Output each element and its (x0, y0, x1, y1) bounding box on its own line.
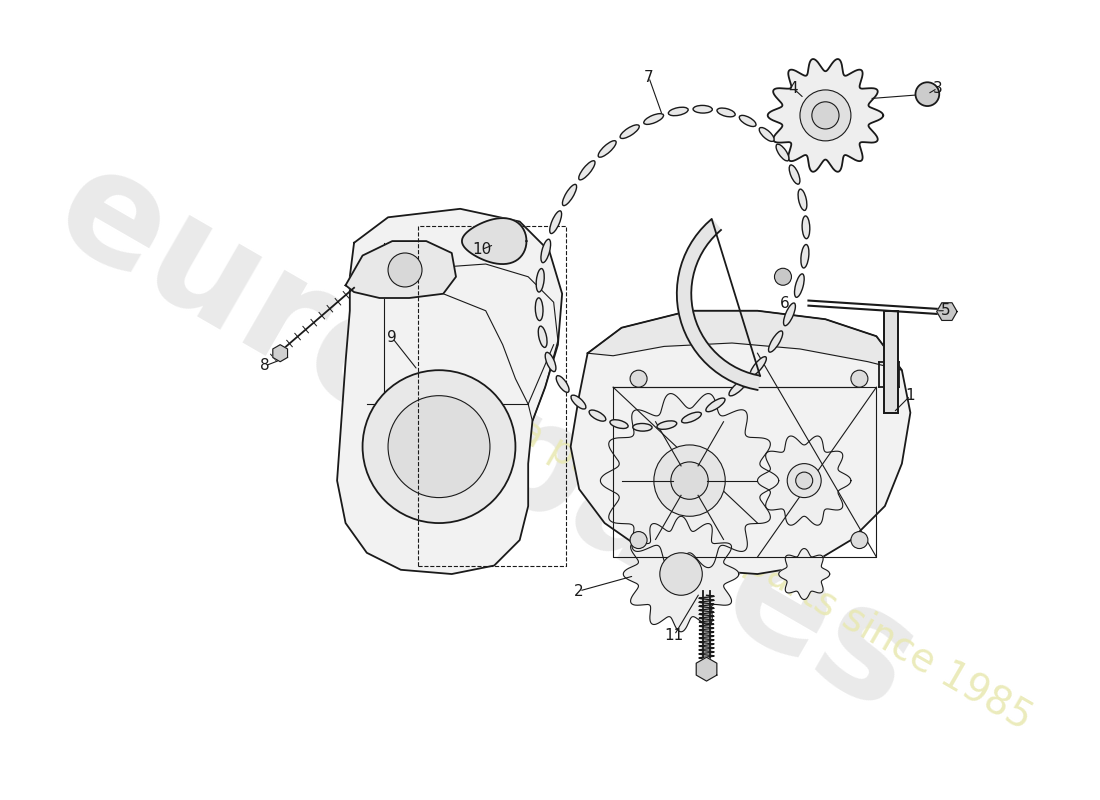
Ellipse shape (769, 331, 783, 352)
Ellipse shape (802, 216, 810, 238)
Ellipse shape (729, 379, 747, 396)
Ellipse shape (799, 189, 807, 210)
Circle shape (774, 268, 792, 286)
Circle shape (363, 370, 516, 523)
Ellipse shape (777, 144, 789, 161)
Polygon shape (768, 59, 883, 172)
Circle shape (653, 445, 725, 516)
Circle shape (795, 472, 813, 489)
Text: 4: 4 (789, 81, 797, 96)
Ellipse shape (538, 326, 547, 347)
Ellipse shape (682, 412, 702, 423)
Ellipse shape (717, 108, 735, 117)
Circle shape (630, 370, 647, 387)
Polygon shape (345, 241, 456, 298)
Circle shape (800, 90, 851, 141)
Polygon shape (676, 219, 760, 390)
Polygon shape (758, 436, 851, 526)
Circle shape (388, 253, 422, 287)
Text: 3: 3 (933, 81, 943, 96)
Bar (884, 310, 898, 413)
Text: 9: 9 (387, 330, 397, 346)
Ellipse shape (620, 125, 639, 138)
Circle shape (812, 102, 839, 129)
Text: 2: 2 (574, 583, 584, 598)
Ellipse shape (546, 352, 556, 372)
Polygon shape (601, 394, 779, 568)
Text: 7: 7 (644, 70, 653, 85)
Ellipse shape (644, 114, 663, 125)
Ellipse shape (750, 357, 767, 376)
Circle shape (851, 370, 868, 387)
Circle shape (660, 553, 702, 595)
Polygon shape (571, 310, 911, 574)
Ellipse shape (657, 421, 676, 430)
Ellipse shape (557, 376, 569, 392)
Text: 11: 11 (664, 628, 684, 642)
Polygon shape (696, 658, 717, 681)
Polygon shape (273, 345, 287, 362)
Ellipse shape (550, 211, 562, 234)
Ellipse shape (801, 245, 808, 268)
Bar (418, 226, 566, 566)
Circle shape (388, 396, 490, 498)
Polygon shape (462, 218, 527, 264)
Polygon shape (624, 516, 739, 632)
Ellipse shape (579, 161, 595, 180)
Ellipse shape (669, 107, 689, 116)
Circle shape (788, 464, 822, 498)
Polygon shape (587, 310, 902, 370)
Ellipse shape (794, 274, 804, 298)
Ellipse shape (571, 395, 586, 409)
Ellipse shape (590, 410, 606, 421)
Circle shape (915, 82, 939, 106)
Text: a passion for parts since 1985: a passion for parts since 1985 (510, 410, 1038, 738)
Circle shape (851, 531, 868, 549)
Ellipse shape (693, 106, 713, 113)
Text: 10: 10 (472, 242, 491, 257)
Ellipse shape (739, 115, 756, 126)
Polygon shape (779, 549, 829, 599)
Text: 6: 6 (780, 297, 790, 311)
Text: 1: 1 (905, 388, 915, 403)
Ellipse shape (609, 420, 628, 429)
Ellipse shape (541, 239, 551, 262)
Text: eurospares: eurospares (30, 132, 942, 744)
Ellipse shape (783, 303, 795, 326)
Ellipse shape (632, 423, 652, 431)
Circle shape (630, 531, 647, 549)
Ellipse shape (562, 184, 576, 206)
Ellipse shape (759, 127, 774, 142)
Ellipse shape (789, 165, 800, 184)
Polygon shape (337, 209, 562, 574)
Ellipse shape (536, 269, 544, 292)
Text: 5: 5 (942, 303, 950, 318)
Ellipse shape (598, 141, 616, 158)
Polygon shape (937, 302, 957, 321)
Circle shape (671, 462, 708, 499)
Ellipse shape (706, 398, 725, 412)
Text: 8: 8 (260, 358, 270, 374)
Ellipse shape (536, 298, 543, 321)
